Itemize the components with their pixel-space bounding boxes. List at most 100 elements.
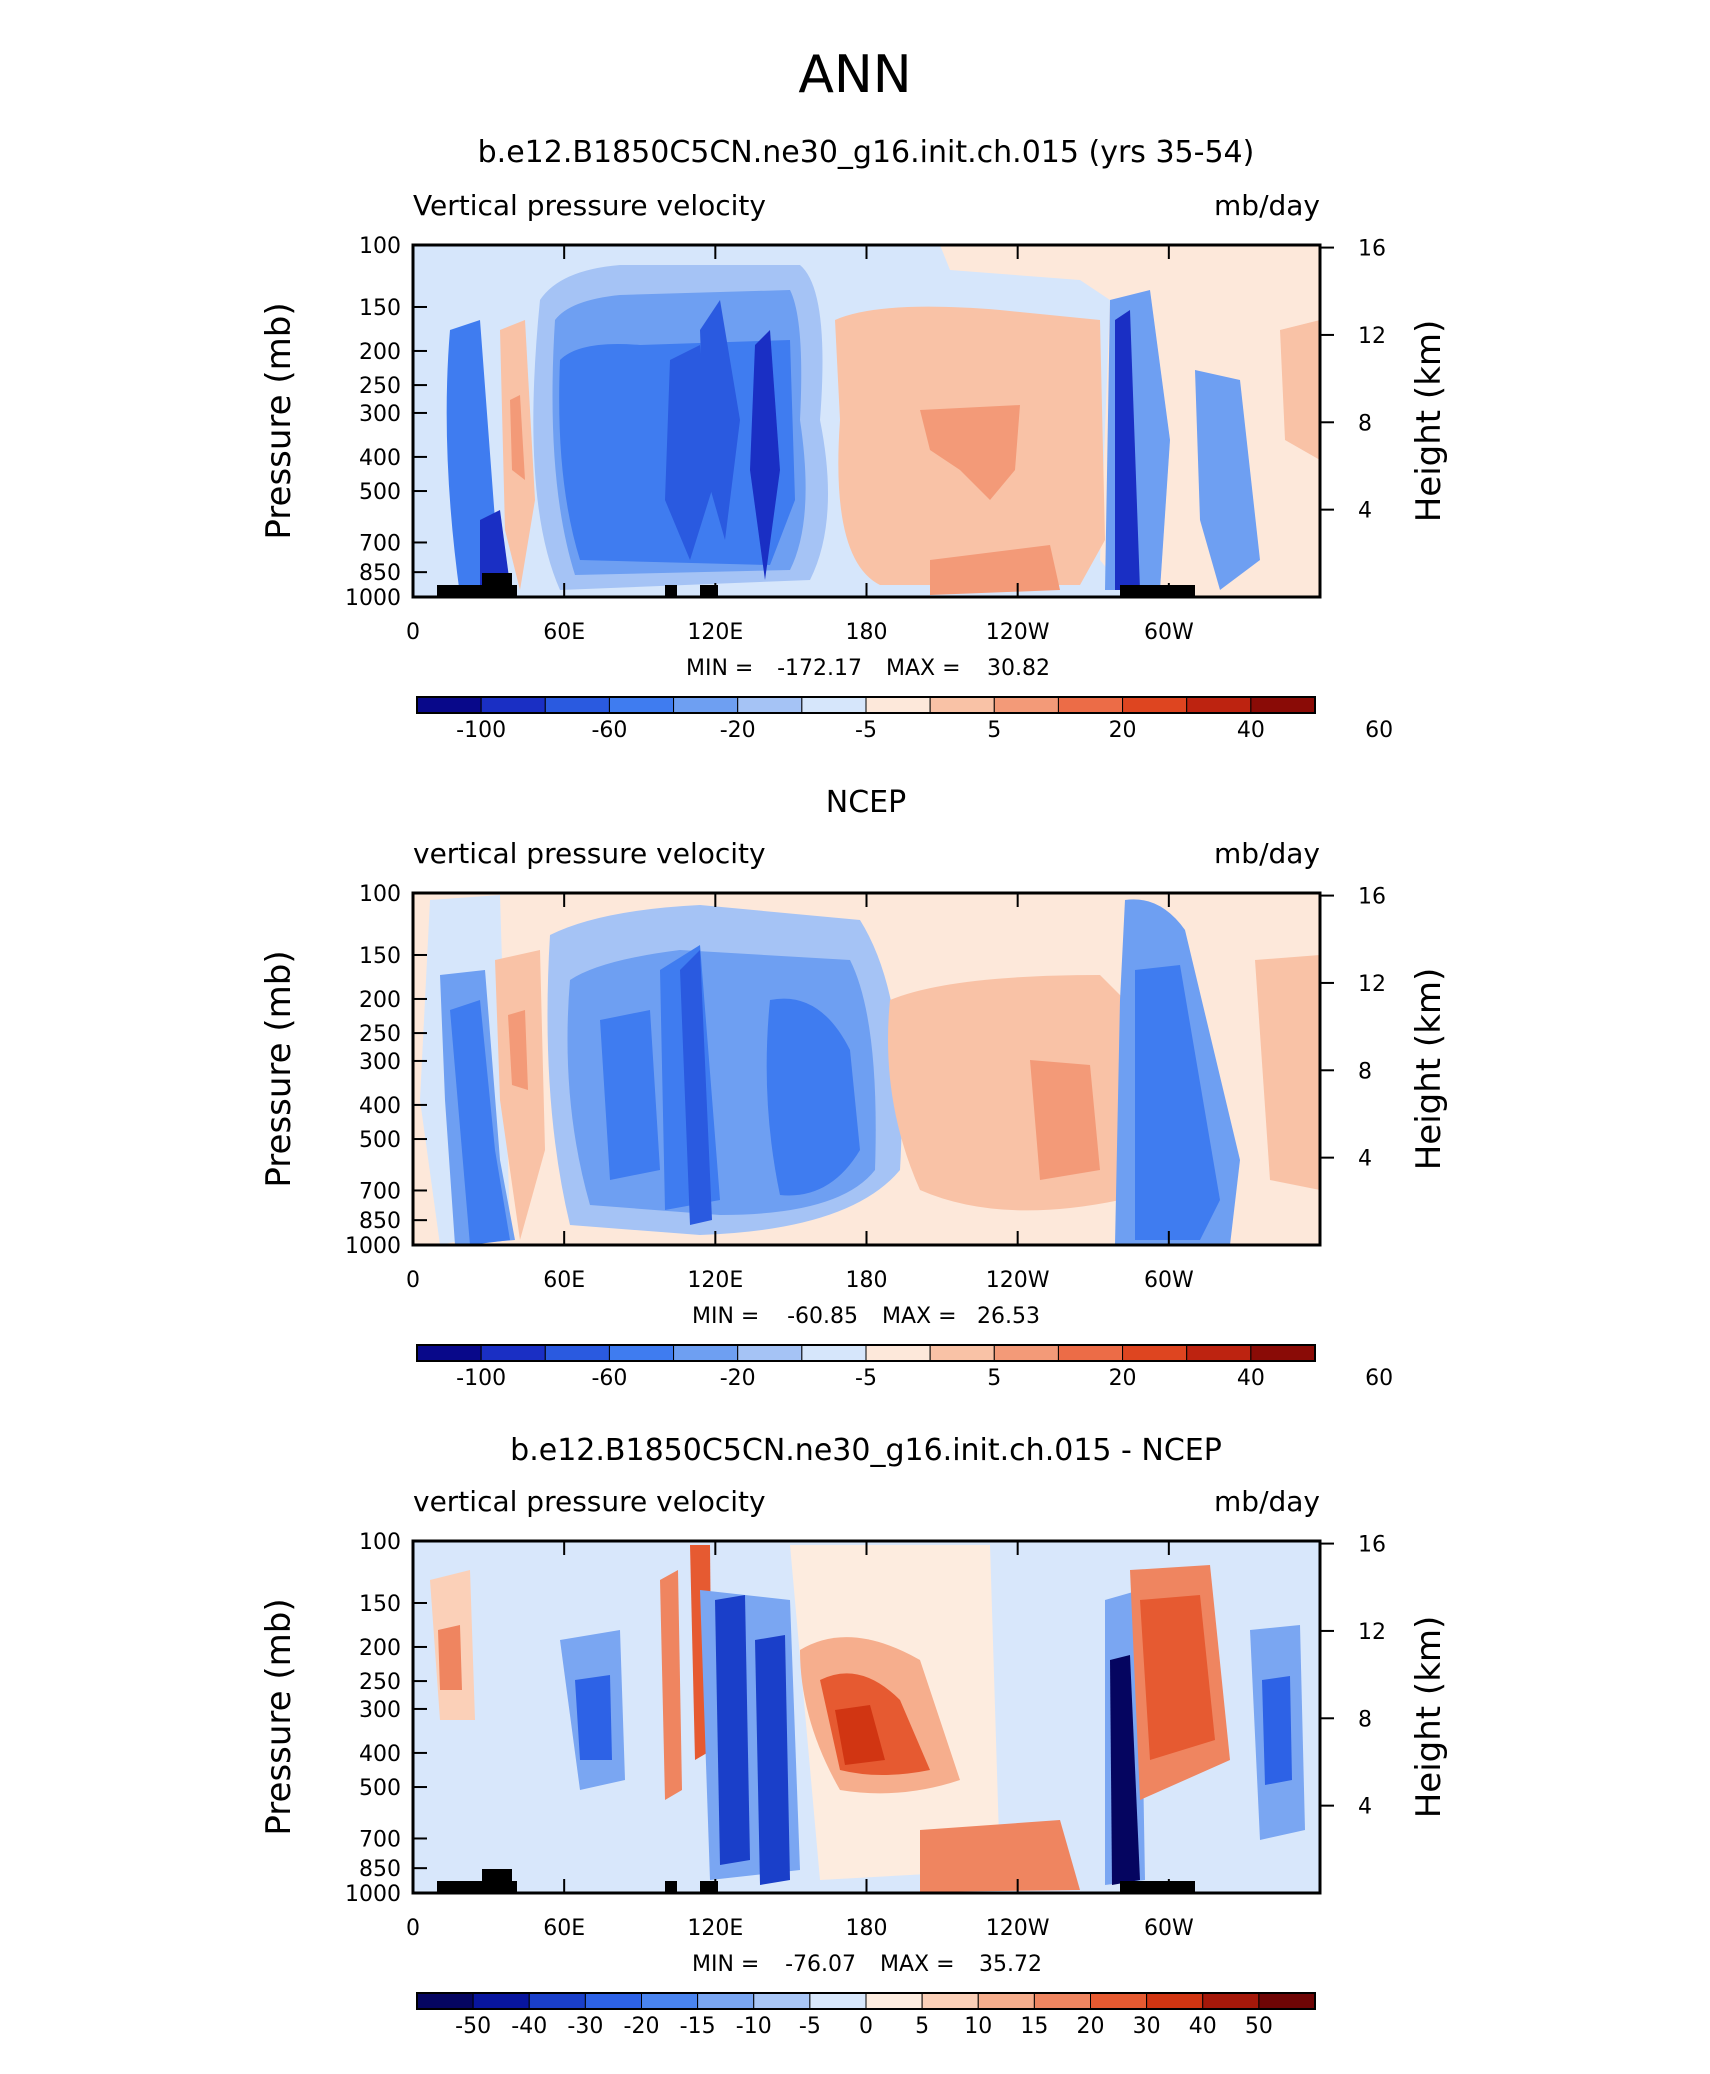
y-tick-label: 500 bbox=[359, 480, 401, 505]
panel-1-min-label: MIN = bbox=[686, 656, 753, 681]
colorbar-swatch bbox=[673, 696, 739, 714]
colorbar-label: -20 bbox=[720, 1366, 756, 1391]
colorbar-swatch bbox=[1186, 696, 1252, 714]
panel-1-negative-strip-3 bbox=[750, 330, 780, 580]
panel-1-title: b.e12.B1850C5CN.ne30_g16.init.ch.015 (yr… bbox=[478, 135, 1255, 170]
panel-3-land-3 bbox=[665, 1881, 677, 1893]
y-tick-label: 100 bbox=[359, 882, 401, 907]
y-tick-label: 250 bbox=[359, 1022, 401, 1047]
x-tick-label: 60W bbox=[1144, 1916, 1194, 1941]
panel-3-land-4 bbox=[700, 1881, 718, 1893]
y2-axis-title: Height (km) bbox=[1409, 320, 1449, 523]
colorbar-label: -10 bbox=[736, 2014, 772, 2039]
colorbar-label: 30 bbox=[1133, 2014, 1161, 2039]
x-tick-label: 60E bbox=[543, 1268, 585, 1293]
panel-2-left-label: vertical pressure velocity bbox=[413, 837, 766, 870]
colorbar-label: 5 bbox=[987, 1366, 1001, 1391]
main-title: ANN bbox=[798, 45, 911, 105]
y-tick-label: 100 bbox=[359, 1530, 401, 1555]
colorbar-label: 10 bbox=[964, 2014, 992, 2039]
y-tick-label: 300 bbox=[359, 402, 401, 427]
panel-3-right-label: mb/day bbox=[1214, 1485, 1320, 1518]
y-tick-label: 400 bbox=[359, 1742, 401, 1767]
colorbar-swatch bbox=[929, 1344, 995, 1362]
y-tick-label: 150 bbox=[359, 296, 401, 321]
y-tick-label: 700 bbox=[359, 531, 401, 556]
y2-tick-label: 8 bbox=[1358, 411, 1372, 436]
colorbar-label: -40 bbox=[511, 2014, 547, 2039]
colorbar-swatch bbox=[480, 1344, 546, 1362]
panel-3-land-1 bbox=[437, 1881, 517, 1893]
colorbar-swatch bbox=[865, 1992, 923, 2010]
colorbar-swatch bbox=[584, 1992, 642, 2010]
x-tick-label: 120W bbox=[986, 620, 1050, 645]
panel-1-land-4 bbox=[700, 585, 718, 597]
colorbar-label: -5 bbox=[855, 718, 877, 743]
panel-1-max-label: MAX = bbox=[886, 656, 961, 681]
colorbar-swatch bbox=[1202, 1992, 1260, 2010]
x-tick-label: 60W bbox=[1144, 1268, 1194, 1293]
x-tick-label: 180 bbox=[846, 1268, 888, 1293]
x-tick-label: 180 bbox=[846, 620, 888, 645]
colorbar-swatch bbox=[737, 1344, 803, 1362]
colorbar-swatch bbox=[929, 696, 995, 714]
panel-3-negative-band-core-1 bbox=[715, 1595, 750, 1865]
panel-1-y2-axis: 16 12 8 4 Height (km) bbox=[1320, 237, 1449, 524]
x-tick-label: 120E bbox=[687, 1268, 743, 1293]
colorbar-label: -30 bbox=[567, 2014, 603, 2039]
colorbar-swatch bbox=[921, 1992, 979, 2010]
y-tick-label: 700 bbox=[359, 1179, 401, 1204]
colorbar-swatch bbox=[1146, 1992, 1204, 2010]
y2-tick-label: 4 bbox=[1358, 499, 1372, 524]
colorbar-label: 5 bbox=[915, 2014, 929, 2039]
panel-1-contour-field bbox=[413, 245, 1320, 597]
y-tick-label: 100 bbox=[359, 234, 401, 259]
colorbar-swatch bbox=[1258, 1992, 1316, 2010]
panel-2-contour-field bbox=[413, 893, 1320, 1245]
x-tick-label: 120W bbox=[986, 1916, 1050, 1941]
colorbar-swatch bbox=[416, 1992, 474, 2010]
x-tick-label: 60E bbox=[543, 620, 585, 645]
panel-1-land-1 bbox=[437, 585, 517, 597]
colorbar-swatch bbox=[544, 1344, 610, 1362]
panel-1-colorbar: -100 -60 -20 -5 5 20 40 60 bbox=[416, 696, 1393, 743]
colorbar-label: -5 bbox=[855, 1366, 877, 1391]
y2-tick-label: 16 bbox=[1358, 885, 1386, 910]
panel-2-title: NCEP bbox=[826, 785, 906, 820]
panel-1-right-label: mb/day bbox=[1214, 189, 1320, 222]
y-axis-title: Pressure (mb) bbox=[259, 950, 299, 1187]
panel-3-land-5 bbox=[1120, 1881, 1195, 1893]
panel-1-negative-50w bbox=[1195, 370, 1260, 590]
colorbar-swatch bbox=[1250, 696, 1316, 714]
y2-tick-label: 12 bbox=[1358, 324, 1386, 349]
panel-3-contour-field bbox=[413, 1541, 1320, 1893]
panel-3-x-axis: 0 60E 120E 180 120W 60W bbox=[406, 1541, 1194, 1941]
colorbar-swatch bbox=[416, 1344, 482, 1362]
colorbar-frame bbox=[416, 1992, 1316, 2010]
panel-1-negative-strip-2 bbox=[700, 300, 740, 540]
y-axis-title: Pressure (mb) bbox=[259, 302, 299, 539]
colorbar-label: -50 bbox=[455, 2014, 491, 2039]
panel-2-negative-band-core-4 bbox=[766, 998, 860, 1196]
y2-axis-title: Height (km) bbox=[1409, 1616, 1449, 1819]
panel-1-min-value: -172.17 bbox=[777, 656, 862, 681]
panel-2-positive-east bbox=[1255, 955, 1320, 1190]
colorbar-label: 20 bbox=[1077, 2014, 1105, 2039]
colorbar-label: 20 bbox=[1109, 718, 1137, 743]
panel-2-x-axis: 0 60E 120E 180 120W 60W bbox=[406, 893, 1194, 1293]
colorbar-swatch bbox=[697, 1992, 755, 2010]
colorbar-swatch bbox=[977, 1992, 1035, 2010]
panel-1-minmax: MIN = -172.17 MAX = 30.82 bbox=[686, 656, 1050, 681]
y2-tick-label: 12 bbox=[1358, 972, 1386, 997]
panel-1-land-3 bbox=[665, 585, 677, 597]
y2-tick-label: 16 bbox=[1358, 1533, 1386, 1558]
panel-3-min-label: MIN = bbox=[692, 1952, 759, 1977]
panel-2-min-value: -60.85 bbox=[787, 1304, 858, 1329]
panel-1-land-5 bbox=[1120, 585, 1195, 597]
panel-3-min-value: -76.07 bbox=[785, 1952, 856, 1977]
colorbar-swatch bbox=[1057, 696, 1124, 714]
y2-tick-label: 4 bbox=[1358, 1147, 1372, 1172]
colorbar-swatch bbox=[753, 1992, 811, 2010]
